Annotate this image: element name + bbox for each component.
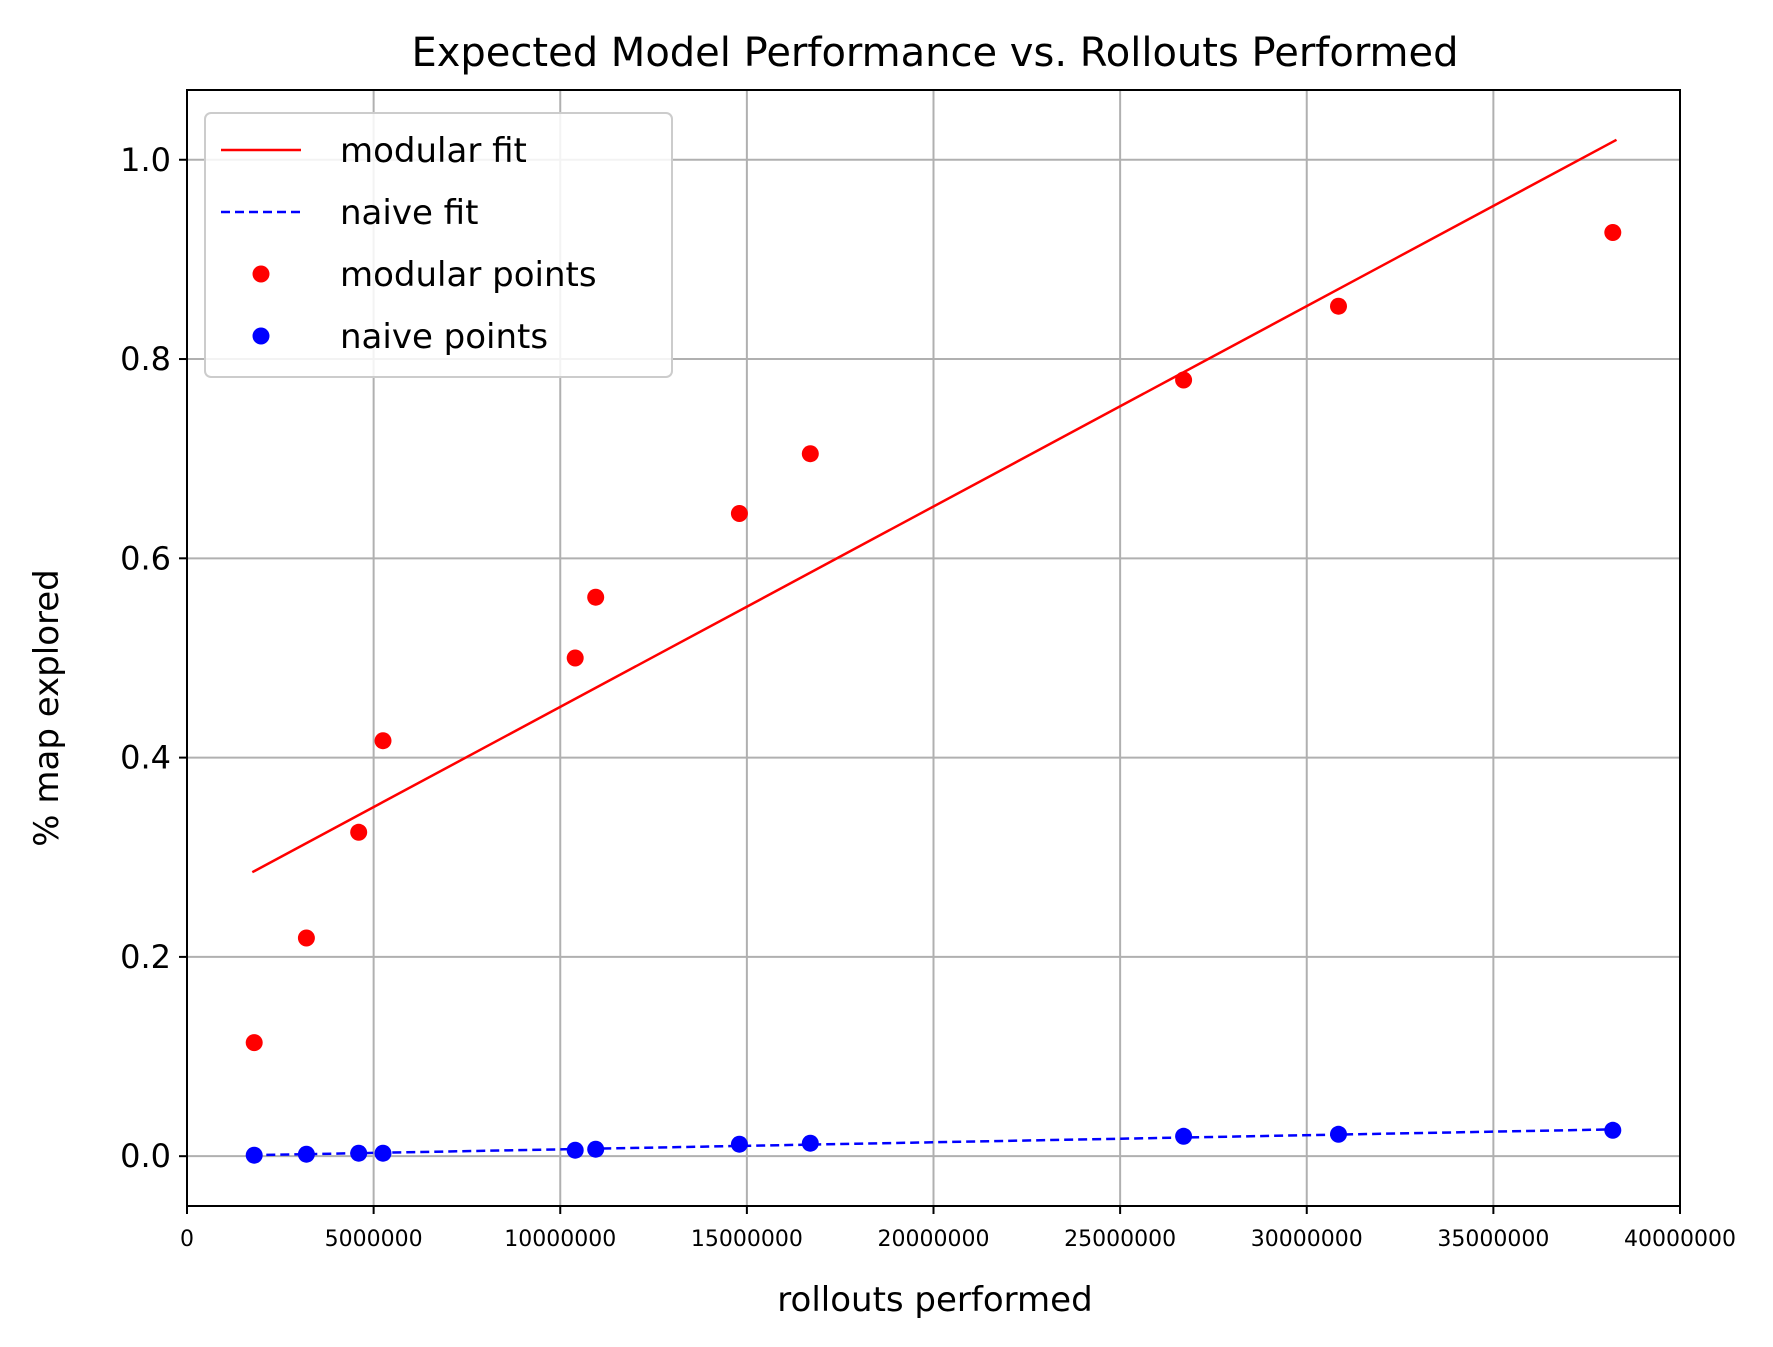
x-tick-label: 15000000 (691, 1227, 803, 1252)
y-axis-label: % map explored (27, 569, 67, 846)
modular-fit-line (251, 138, 1618, 874)
modular-point (350, 823, 368, 841)
y-tick-label: 0.6 (120, 539, 171, 577)
y-tick-label: 1.0 (120, 141, 171, 179)
legend-label-naive-fit: naive fit (340, 193, 478, 233)
x-tick-label: 10000000 (504, 1227, 616, 1252)
legend-label-modular-fit: modular fit (340, 131, 527, 171)
legend-label-naive-points: naive points (340, 317, 548, 357)
legend-label-modular-points: modular points (340, 255, 597, 295)
y-tick-label: 0.0 (120, 1137, 171, 1175)
x-tick-label: 20000000 (878, 1227, 990, 1252)
naive-point (245, 1146, 263, 1164)
naive-point (374, 1144, 392, 1162)
legend-box (204, 112, 673, 378)
x-tick-label: 40000000 (1624, 1227, 1736, 1252)
naive-point (350, 1144, 368, 1162)
x-tick-label: 25000000 (1064, 1227, 1176, 1252)
naive-fit-line (252, 1128, 1617, 1157)
modular-point (587, 588, 605, 606)
naive-point (730, 1135, 748, 1153)
y-tick-label: 0.4 (120, 739, 171, 777)
y-tick-label: 0.2 (120, 938, 171, 976)
naive-point (297, 1145, 315, 1163)
naive-point (1604, 1121, 1622, 1139)
y-axis-ticks: 0.0 0.2 0.4 0.6 0.8 1.0 (120, 141, 187, 1175)
legend: modular fit naive fit modular points naive … (204, 112, 673, 378)
naive-point (566, 1141, 584, 1159)
x-axis-ticks: 0 5000000 10000000 15000000 20000000 25000000… (180, 1206, 1736, 1252)
modular-point (730, 505, 748, 522)
naive-point (587, 1140, 605, 1158)
modular-point (1175, 371, 1193, 389)
modular-point (297, 929, 315, 947)
naive-point (1175, 1127, 1193, 1145)
x-tick-label: 0 (180, 1227, 194, 1252)
data-points (245, 224, 1622, 1164)
fit-lines (251, 138, 1618, 1157)
x-tick-label: 35000000 (1437, 1227, 1549, 1252)
chart-title: Expected Model Performance vs. Rollouts … (411, 30, 1458, 76)
legend-swatch-modular-points (252, 265, 270, 283)
modular-point (1330, 297, 1347, 315)
modular-point (1604, 224, 1622, 241)
x-tick-label: 30000000 (1251, 1227, 1363, 1252)
legend-swatch-naive-points (252, 327, 270, 345)
x-axis-label: rollouts performed (777, 1280, 1092, 1320)
modular-point (245, 1034, 263, 1052)
modular-point (374, 732, 392, 750)
modular-point (801, 445, 819, 463)
x-tick-label: 5000000 (325, 1227, 423, 1252)
modular-point (566, 649, 584, 667)
naive-point (801, 1134, 819, 1152)
naive-point (1330, 1125, 1347, 1143)
y-tick-label: 0.8 (120, 340, 171, 378)
